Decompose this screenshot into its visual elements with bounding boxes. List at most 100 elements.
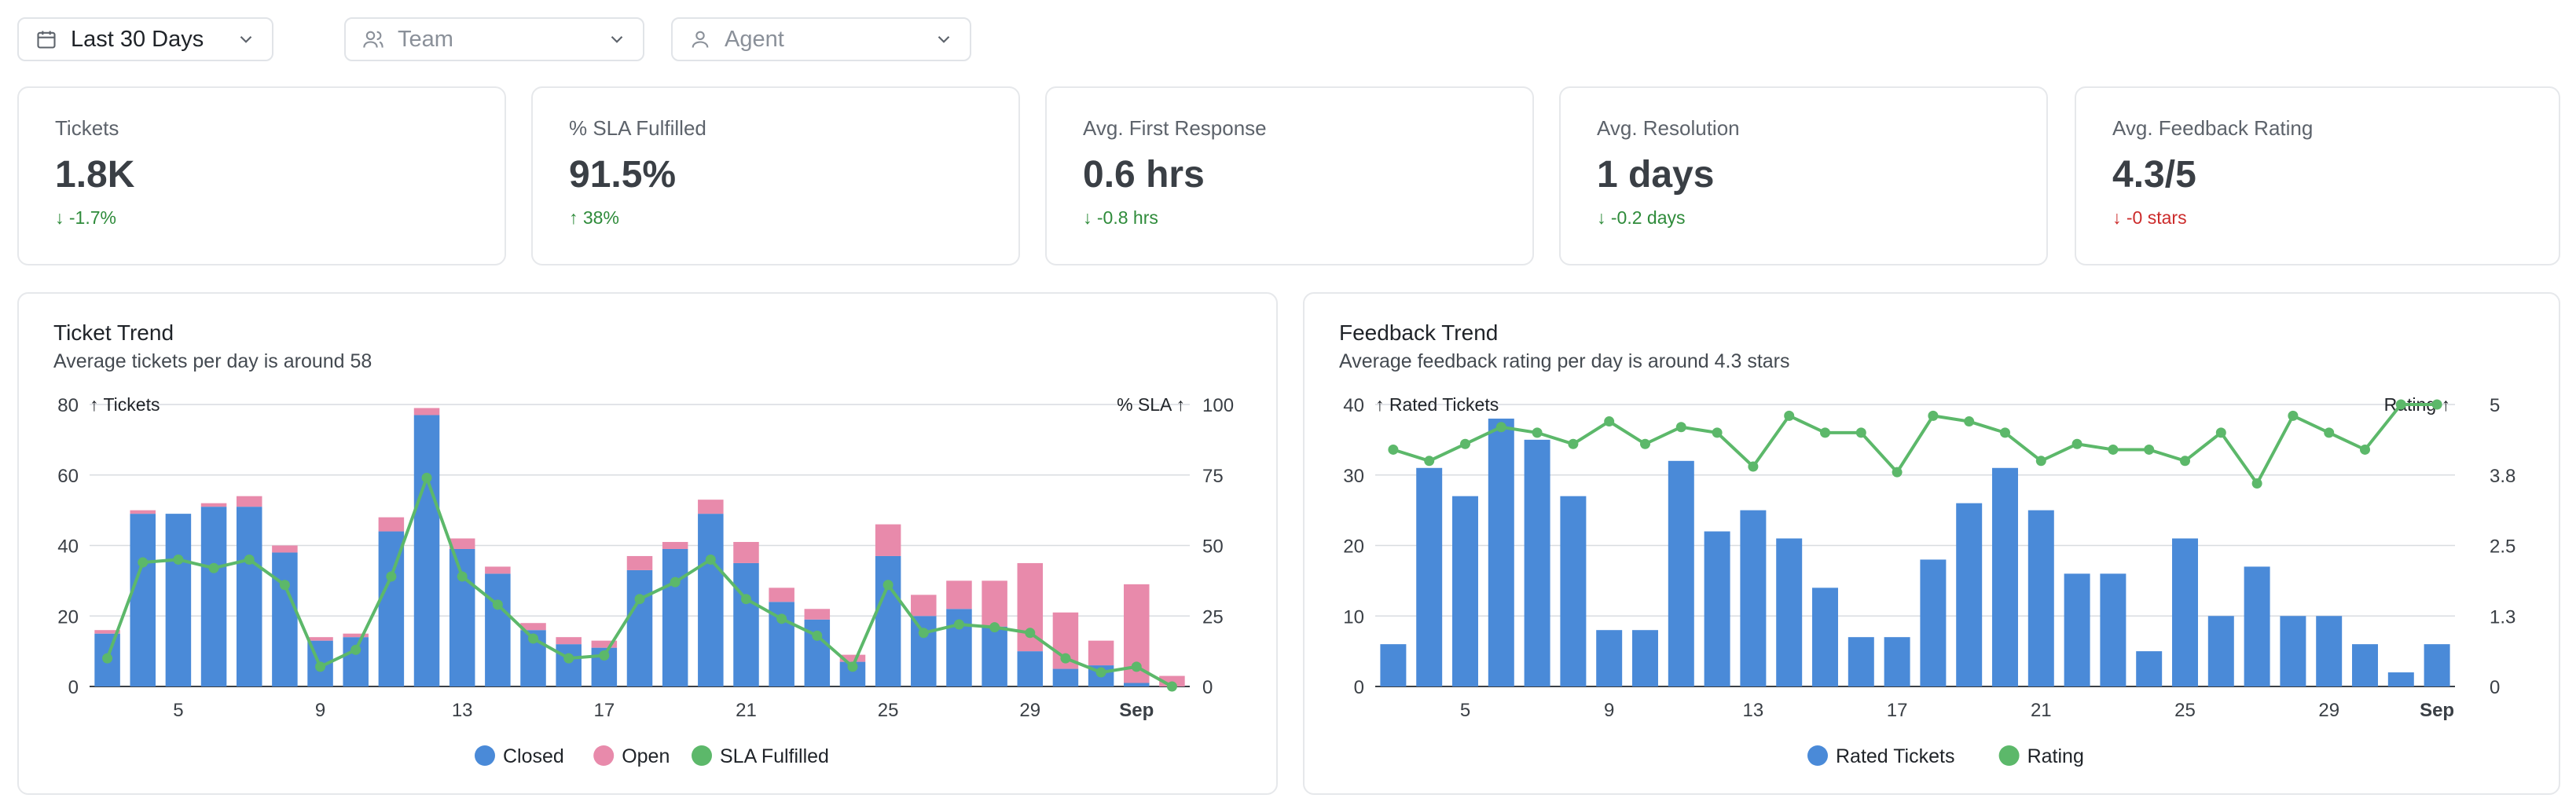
y2-tick-label: 100: [1202, 395, 1234, 416]
bar-open: [804, 609, 831, 620]
point-rating: [1640, 438, 1650, 449]
point-sla: [315, 661, 326, 672]
team-placeholder: Team: [398, 26, 453, 52]
x-tick-label: 5: [1460, 700, 1470, 721]
bar-open: [875, 524, 901, 556]
y2-axis-label: % SLA ↑: [1117, 394, 1185, 415]
bar-open: [911, 595, 937, 617]
legend-label: Closed: [503, 745, 564, 767]
point-rating: [1388, 444, 1399, 455]
kpi-delta: ↓ -1.7%: [55, 207, 116, 228]
bar-closed: [236, 507, 262, 686]
bar-closed: [1052, 668, 1079, 686]
kpi-card-first-response: Avg. First Response 0.6 hrs ↓ -0.8 hrs: [1045, 86, 1534, 265]
point-rating: [2108, 444, 2119, 455]
kpi-card-feedback-rating: Avg. Feedback Rating 4.3/5 ↓ -0 stars: [2075, 86, 2560, 265]
point-sla: [279, 580, 290, 591]
x-tick-label: 9: [315, 700, 325, 721]
bar-open: [520, 623, 546, 631]
y2-tick-label: 3.8: [2490, 466, 2515, 487]
date-range-select[interactable]: Last 30 Days: [17, 17, 273, 61]
point-sla: [492, 599, 503, 610]
kpi-value: 0.6 hrs: [1083, 154, 1205, 196]
bar-closed: [200, 507, 227, 686]
bar-closed: [662, 548, 688, 686]
x-tick-label: 21: [736, 700, 757, 721]
point-sla: [953, 619, 964, 630]
x-tick-label: Sep: [2420, 700, 2454, 721]
bar-open: [556, 637, 582, 645]
bar-open: [94, 630, 120, 634]
point-sla: [670, 577, 681, 588]
point-sla: [1131, 661, 1142, 672]
feedback-trend-panel: Feedback Trend Average feedback rating p…: [1303, 292, 2560, 795]
point-sla: [350, 644, 361, 655]
x-tick-label: 9: [1604, 700, 1614, 721]
bar-open: [591, 640, 618, 648]
point-sla: [918, 628, 929, 639]
kpi-label: Tickets: [55, 116, 119, 140]
chevron-down-icon: [236, 29, 256, 49]
point-rating: [1928, 410, 1939, 421]
y-tick-label: 80: [57, 395, 79, 416]
point-sla: [563, 653, 574, 664]
point-rating: [1460, 438, 1470, 449]
bar-open: [307, 637, 333, 641]
kpi-label: Avg. Feedback Rating: [2112, 116, 2314, 140]
y2-tick-label: 1.3: [2490, 606, 2515, 628]
bar-open: [982, 580, 1007, 627]
y-tick-label: 20: [1343, 536, 1364, 558]
y2-tick-label: 50: [1202, 536, 1224, 558]
point-sla: [1095, 667, 1106, 678]
legend-label: Open: [622, 745, 670, 767]
agent-select[interactable]: Agent: [671, 17, 971, 61]
bar-closed: [1124, 683, 1150, 686]
chart-title: Ticket Trend: [53, 320, 174, 345]
point-rating: [2288, 410, 2299, 421]
point-rating: [1424, 456, 1435, 467]
kpi-card-tickets: Tickets 1.8K ↓ -1.7%: [17, 86, 506, 265]
point-rating: [1964, 416, 1975, 427]
bar-closed: [698, 514, 724, 686]
point-sla: [705, 554, 716, 565]
bar-open: [769, 588, 794, 602]
bar-rated: [2352, 644, 2378, 686]
team-select[interactable]: Team: [344, 17, 644, 61]
bar-closed: [556, 644, 582, 686]
bar-closed: [272, 552, 298, 686]
bar-rated: [1596, 630, 1623, 686]
bar-open: [485, 566, 511, 574]
x-tick-label: 13: [1743, 700, 1764, 721]
point-rating: [1892, 467, 1903, 478]
bar-rated: [1884, 637, 1910, 686]
bar-rated: [1812, 588, 1838, 686]
bar-rated: [1704, 531, 1730, 686]
legend-swatch: [692, 745, 712, 766]
bar-rated: [1740, 510, 1767, 686]
bar-rated: [2064, 573, 2090, 686]
bar-rated: [2136, 651, 2163, 686]
y2-tick-label: 5: [2490, 395, 2500, 416]
point-sla: [989, 622, 1000, 633]
ticket-trend-chart: 0 0 20 25 40 50 60 75 80 100 ↑ Tickets % SLA ↑ 5 9 13 1…: [57, 394, 1234, 767]
users-icon: [361, 27, 385, 51]
bar-closed: [733, 562, 759, 686]
bar-open: [200, 503, 227, 507]
ticket-trend-panel: Ticket Trend Average tickets per day is …: [17, 292, 1278, 795]
bar-rated: [1992, 467, 2018, 686]
bar-open: [946, 580, 972, 609]
kpi-value: 4.3/5: [2112, 154, 2196, 196]
bar-closed: [343, 637, 369, 686]
chevron-down-icon: [934, 29, 954, 49]
feedback-trend-chart: 0 0 10 1.3 20 2.5 30 3.8 40 5 ↑ Rated Tickets Ratin…: [1343, 394, 2515, 767]
point-sla: [102, 653, 113, 664]
bar-open: [662, 542, 688, 549]
bar-rated: [2172, 538, 2198, 686]
bar-closed: [130, 514, 156, 686]
bar-open: [130, 510, 156, 514]
y-axis-label: ↑ Rated Tickets: [1375, 394, 1499, 415]
point-rating: [2324, 427, 2335, 438]
point-rating: [2360, 444, 2370, 455]
bar-rated: [2207, 616, 2234, 686]
bar-open: [698, 500, 724, 514]
